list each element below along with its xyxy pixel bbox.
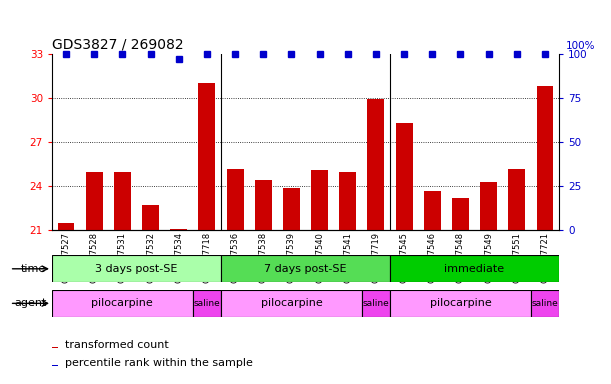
Bar xyxy=(142,205,159,230)
Bar xyxy=(536,86,554,230)
Text: saline: saline xyxy=(362,299,389,308)
Text: transformed count: transformed count xyxy=(65,340,169,350)
Bar xyxy=(114,172,131,230)
Bar xyxy=(57,223,75,230)
Text: agent: agent xyxy=(14,298,46,308)
Bar xyxy=(283,188,300,230)
Text: pilocarpine: pilocarpine xyxy=(92,298,153,308)
Bar xyxy=(390,255,559,282)
Bar xyxy=(86,172,103,230)
Bar xyxy=(52,255,221,282)
Bar xyxy=(52,365,58,366)
Bar xyxy=(508,169,525,230)
Bar xyxy=(367,99,384,230)
Bar xyxy=(227,169,244,230)
Bar xyxy=(52,347,58,348)
Bar xyxy=(311,170,328,230)
Bar xyxy=(339,172,356,230)
Text: 100%: 100% xyxy=(566,41,596,51)
Text: time: time xyxy=(21,264,46,274)
Bar xyxy=(531,290,559,317)
Text: immediate: immediate xyxy=(444,264,505,274)
Bar xyxy=(221,255,390,282)
Text: GDS3827 / 269082: GDS3827 / 269082 xyxy=(52,37,183,51)
Text: 3 days post-SE: 3 days post-SE xyxy=(95,264,178,274)
Text: saline: saline xyxy=(194,299,221,308)
Bar xyxy=(396,123,412,230)
Text: 7 days post-SE: 7 days post-SE xyxy=(264,264,347,274)
Bar xyxy=(452,198,469,230)
Bar xyxy=(170,229,187,230)
Bar xyxy=(390,290,531,317)
Text: saline: saline xyxy=(532,299,558,308)
Text: percentile rank within the sample: percentile rank within the sample xyxy=(65,358,252,368)
Bar xyxy=(362,290,390,317)
Bar xyxy=(199,83,215,230)
Text: pilocarpine: pilocarpine xyxy=(260,298,322,308)
Text: pilocarpine: pilocarpine xyxy=(430,298,491,308)
Bar xyxy=(52,290,193,317)
Bar xyxy=(255,180,272,230)
Bar xyxy=(480,182,497,230)
Bar xyxy=(193,290,221,317)
Bar xyxy=(424,191,441,230)
Bar xyxy=(221,290,362,317)
